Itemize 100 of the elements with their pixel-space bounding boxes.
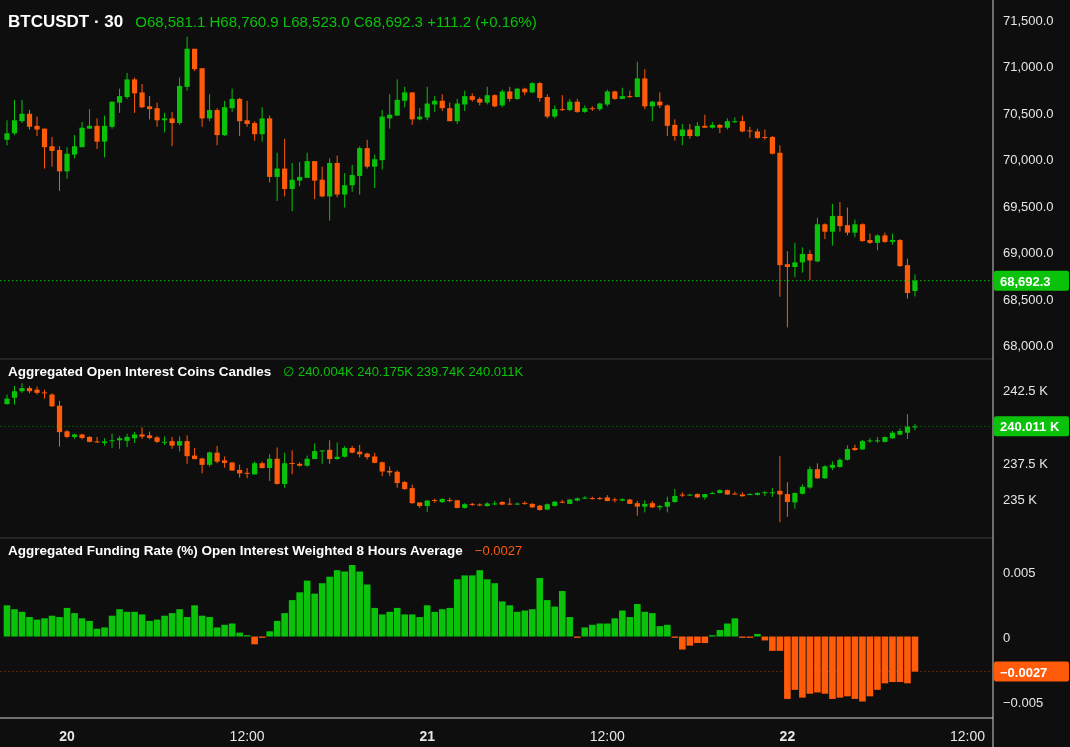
candlestick	[244, 100, 250, 128]
candlestick	[4, 394, 10, 406]
candlestick	[124, 433, 130, 448]
candlestick	[259, 106, 265, 143]
candlestick	[672, 118, 678, 142]
candlestick	[56, 145, 63, 192]
y-tick-label: 70,000.0	[1003, 152, 1054, 168]
candlestick	[634, 61, 640, 98]
candlestick	[792, 491, 798, 510]
candlestick	[762, 129, 768, 141]
candlestick	[319, 449, 325, 465]
ref-line-label: −0.0027	[1000, 664, 1048, 680]
candlestick	[372, 154, 378, 189]
candlestick	[289, 449, 295, 475]
candlestick	[41, 128, 48, 170]
candlestick	[837, 201, 843, 233]
candlestick	[86, 108, 93, 130]
candlestick	[544, 93, 550, 119]
y-tick-label: 0	[1003, 629, 1011, 645]
candlestick	[424, 86, 430, 121]
candlestick	[169, 111, 175, 147]
chart-subtitle: −0.0027	[474, 543, 523, 558]
candlestick	[34, 116, 40, 137]
candlestick	[49, 136, 55, 168]
candlestick	[402, 86, 408, 108]
y-tick-label: 242.5 K	[1003, 383, 1049, 399]
candlestick	[199, 457, 205, 474]
candlestick	[792, 242, 798, 278]
candlestick	[454, 98, 460, 125]
x-tick-label: 21	[419, 728, 436, 744]
candlestick	[124, 72, 130, 100]
candlestick	[732, 116, 738, 124]
candlestick	[4, 119, 10, 146]
candlestick	[852, 444, 858, 452]
candlestick	[26, 109, 33, 131]
candlestick	[274, 152, 280, 202]
candlestick	[297, 161, 303, 187]
candlestick	[342, 172, 348, 209]
y-tick-label: 235 K	[1003, 491, 1038, 507]
candlestick	[514, 501, 520, 506]
candlestick	[207, 93, 213, 122]
candlestick	[537, 81, 543, 103]
chart-title: Aggregated Open Interest Coins Candles	[8, 364, 272, 379]
bar	[754, 633, 761, 637]
candlestick	[747, 492, 753, 496]
y-tick-label: 237.5 K	[1003, 455, 1049, 471]
candlestick	[64, 146, 70, 180]
candlestick	[101, 115, 108, 158]
candlestick	[717, 123, 723, 134]
y-tick-label: 70,500.0	[1003, 105, 1054, 121]
candlestick	[462, 90, 468, 112]
candlestick	[146, 95, 153, 120]
candlestick	[859, 222, 866, 243]
candlestick	[267, 453, 273, 482]
candlestick	[34, 385, 40, 396]
candlestick	[702, 114, 708, 129]
chart-subtitle: ∅ 240.004K 240.175K 239.74K 240.011K	[283, 364, 524, 379]
candlestick	[109, 433, 115, 449]
candlestick	[807, 465, 813, 490]
candlestick	[394, 78, 400, 117]
candlestick	[154, 102, 160, 128]
chart-title: Aggregated Funding Rate (%) Open Interest Weighted 8 Hours Average	[8, 543, 464, 558]
candlestick	[214, 445, 220, 464]
candlestick	[312, 160, 318, 200]
candlestick	[116, 88, 123, 114]
candlestick	[184, 434, 190, 465]
y-tick-label: 0.005	[1003, 564, 1036, 580]
candlestick	[327, 439, 333, 465]
candlestick	[904, 413, 911, 440]
candlestick	[237, 97, 243, 137]
candlestick	[161, 112, 168, 133]
candlestick	[139, 426, 145, 440]
ref-line-label: 240.011 K	[1000, 419, 1060, 435]
candlestick	[304, 152, 310, 179]
candlestick	[282, 138, 288, 197]
y-tick-label: −0.005	[1003, 694, 1044, 710]
x-tick-label: 12:00	[229, 728, 265, 744]
candlestick	[664, 103, 670, 137]
candlestick	[364, 139, 370, 170]
candlestick	[19, 99, 25, 124]
text: BTCUSDT · 30	[8, 12, 124, 31]
y-tick-label: 71,000.0	[1003, 59, 1054, 75]
candlestick	[822, 222, 828, 240]
candlestick	[747, 126, 753, 139]
candlestick	[807, 249, 813, 281]
candlestick	[829, 203, 836, 247]
candlestick	[732, 491, 738, 495]
candlestick	[11, 385, 18, 406]
ref-line-label: 68,692.3	[1000, 273, 1051, 289]
candlestick	[762, 490, 768, 497]
candlestick	[19, 382, 25, 394]
y-tick-label: 69,000.0	[1003, 245, 1054, 261]
candlestick	[94, 117, 100, 150]
candlestick	[409, 484, 415, 505]
x-tick-label: 12:00	[949, 728, 986, 744]
x-tick-label: 20	[59, 728, 76, 744]
candlestick	[282, 452, 288, 489]
y-tick-label: 68,500.0	[1003, 291, 1054, 307]
candlestick	[169, 436, 175, 450]
candlestick	[867, 437, 873, 444]
